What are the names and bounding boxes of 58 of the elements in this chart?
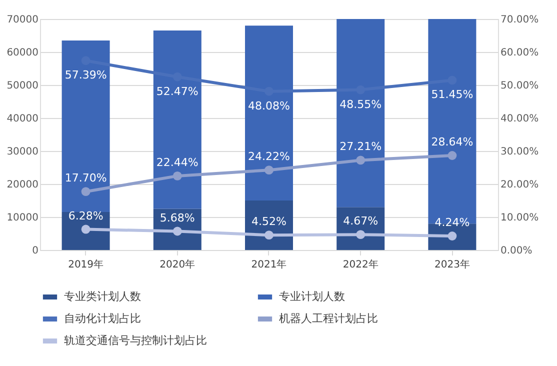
bar — [153, 30, 202, 209]
bar — [245, 26, 293, 200]
legend-label: 专业类计划人数 — [64, 290, 141, 303]
data-label: 17.70% — [64, 172, 107, 185]
point — [264, 166, 274, 175]
data-label: 27.21% — [340, 140, 382, 154]
y-tick-label: 70000 — [6, 14, 38, 26]
data-label: 4.52% — [252, 215, 286, 228]
y-tick-label: 40000 — [6, 114, 38, 124]
x-tick-label: 2020年 — [160, 258, 196, 270]
legend-label: 专业计划人数 — [279, 290, 345, 303]
point — [448, 151, 457, 160]
x-tick-label: 2019年 — [68, 258, 104, 270]
y2-tick-label: 70.00% — [500, 14, 539, 26]
point — [264, 230, 274, 240]
bar — [62, 40, 110, 212]
data-label: 28.64% — [431, 135, 474, 148]
bar — [336, 19, 385, 208]
data-label: 48.08% — [248, 99, 290, 112]
point — [81, 187, 90, 196]
data-label: 4.24% — [434, 216, 470, 230]
point — [356, 156, 366, 165]
bar — [62, 212, 110, 250]
y2-tick-label: 50.00% — [500, 80, 539, 92]
x-tick-label: 2023年 — [434, 258, 470, 270]
data-label: 22.44% — [156, 156, 198, 169]
y2-tick-label: 60.00% — [500, 48, 539, 58]
data-label: 6.28% — [68, 209, 104, 222]
y-tick-label: 60000 — [6, 48, 38, 58]
y-tick-label: 30000 — [6, 146, 38, 158]
legend-label: 轨道交通信号与控制计划占比 — [64, 334, 207, 347]
data-label: 51.45% — [431, 88, 474, 102]
y-tick-label: 50000 — [6, 80, 38, 92]
y2-tick-label: 30.00% — [500, 146, 539, 158]
point — [356, 230, 366, 240]
data-label: 52.47% — [156, 84, 198, 98]
point — [81, 224, 90, 234]
point — [172, 226, 182, 236]
y-tick-label: 10000 — [6, 212, 38, 224]
data-label: 24.22% — [248, 150, 290, 164]
bar — [245, 200, 293, 250]
point — [448, 232, 457, 240]
y2-tick-label: 0.00% — [500, 246, 532, 256]
y2-tick-label: 40.00% — [500, 114, 539, 124]
data-label: 4.67% — [343, 214, 378, 228]
data-label: 57.39% — [64, 68, 107, 82]
y-tick-label: 20000 — [6, 180, 38, 190]
data-label: 5.68% — [160, 211, 195, 224]
y2-tick-label: 10.00% — [500, 212, 539, 224]
x-tick-label: 2021年 — [251, 258, 287, 270]
point — [172, 171, 182, 180]
y-tick-label: 0 — [32, 246, 38, 256]
data-label: 48.55% — [340, 98, 382, 111]
legend-label: 机器人工程计划占比 — [279, 312, 378, 325]
y2-tick-label: 20.00% — [500, 180, 539, 190]
bar — [336, 207, 385, 250]
x-tick-label: 2022年 — [342, 258, 378, 270]
legend-label: 自动化计划占比 — [64, 312, 141, 325]
